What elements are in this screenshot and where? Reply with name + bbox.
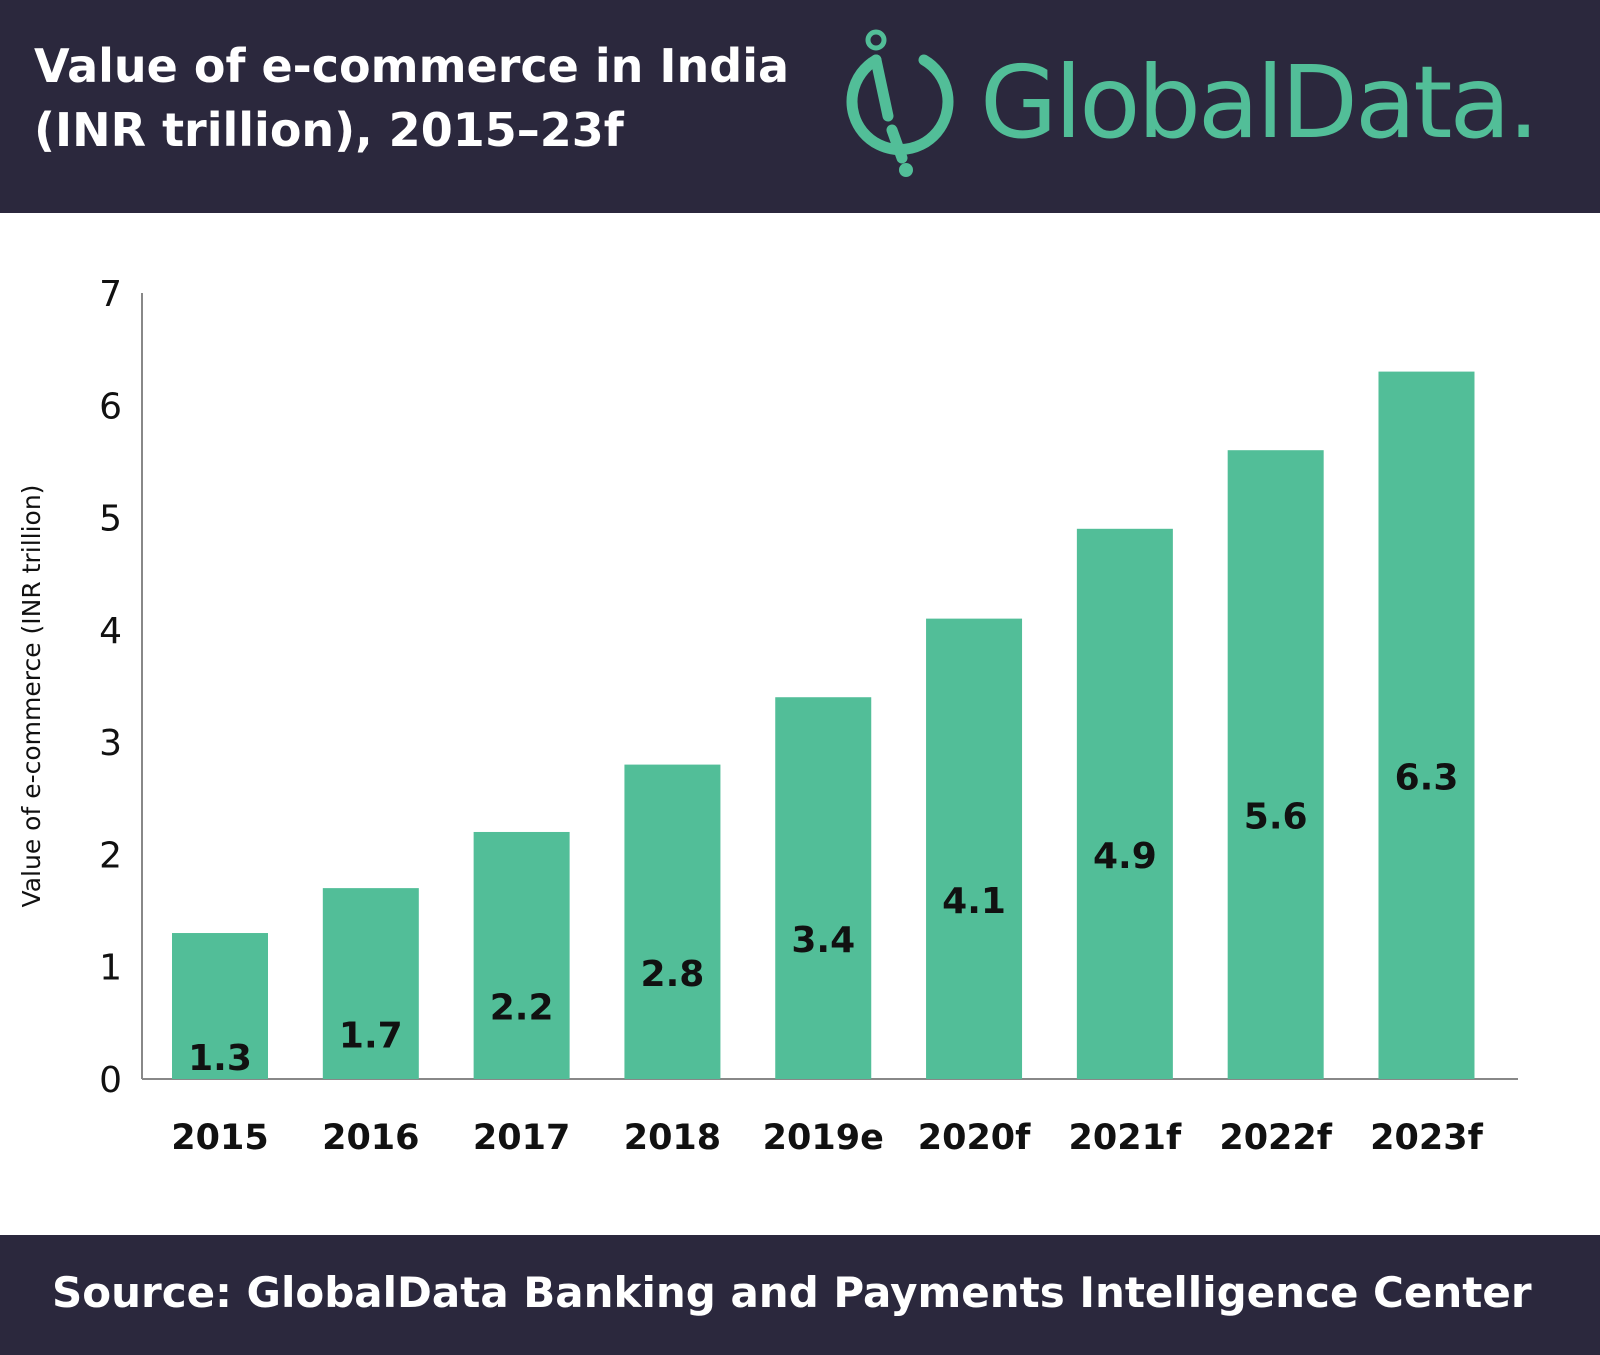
x-tick-label-2015: 2015 bbox=[171, 1118, 268, 1158]
bar-2016 bbox=[322, 888, 419, 1079]
y-tick-label: 6 bbox=[99, 386, 122, 427]
bar-2019e bbox=[775, 697, 872, 1079]
source-note: Source: GlobalData Banking and Payments … bbox=[52, 1268, 1532, 1317]
data-label-2018: 2.8 bbox=[641, 954, 705, 995]
bar-2018 bbox=[624, 764, 721, 1079]
bar-2020f bbox=[926, 618, 1023, 1079]
x-tick-label-2023f: 2023f bbox=[1370, 1118, 1483, 1158]
x-tick-label-2017: 2017 bbox=[473, 1118, 570, 1158]
x-tick-label-2021f: 2021f bbox=[1069, 1118, 1182, 1158]
bar-chart: 0 1 2 3 4 5 6 7 Value of e-commerce (INR trillio… bbox=[17, 274, 1518, 1158]
bar-2017 bbox=[473, 831, 570, 1079]
x-tick-label-2020f: 2020f bbox=[918, 1118, 1031, 1158]
y-axis-title: Value of e-commerce (INR trillion) bbox=[17, 485, 46, 908]
y-tick-label: 7 bbox=[99, 274, 122, 315]
y-tick-label: 1 bbox=[99, 948, 122, 989]
header-banner: Value of e-commerce in India (INR trilli… bbox=[0, 0, 1600, 213]
data-label-2019e: 3.4 bbox=[791, 920, 855, 961]
chart-title-line-1: Value of e-commerce in India bbox=[34, 39, 790, 93]
y-tick-label: 3 bbox=[99, 723, 122, 764]
y-tick-label: 5 bbox=[99, 499, 122, 540]
globaldata-logo-icon bbox=[846, 29, 954, 177]
bar-2022f bbox=[1227, 450, 1324, 1079]
x-tick-label-2019e: 2019e bbox=[763, 1118, 884, 1158]
x-tick-label-2018: 2018 bbox=[624, 1118, 721, 1158]
data-label-2020f: 4.1 bbox=[942, 881, 1006, 922]
data-label-2016: 1.7 bbox=[339, 1016, 403, 1057]
x-tick-label-2016: 2016 bbox=[322, 1118, 419, 1158]
x-tick-label-2022f: 2022f bbox=[1219, 1118, 1332, 1158]
bar-2021f bbox=[1076, 528, 1173, 1079]
y-tick-label: 4 bbox=[99, 611, 122, 652]
footer-banner: Source: GlobalData Banking and Payments … bbox=[0, 1235, 1600, 1355]
chart-title-line-2: (INR trillion), 2015–23f bbox=[34, 103, 624, 157]
data-label-2022f: 5.6 bbox=[1244, 797, 1308, 838]
data-label-2023f: 6.3 bbox=[1395, 757, 1459, 798]
chart-title: Value of e-commerce in India (INR trilli… bbox=[34, 34, 794, 162]
y-tick-label: 2 bbox=[99, 835, 122, 876]
bar-2015 bbox=[172, 933, 268, 1079]
y-tick-label: 0 bbox=[99, 1060, 122, 1101]
globaldata-logo: GlobalData. bbox=[830, 26, 1570, 186]
globaldata-logo-text: GlobalData. bbox=[980, 44, 1540, 161]
bar-2023f bbox=[1378, 371, 1475, 1080]
data-label-2021f: 4.9 bbox=[1093, 836, 1157, 877]
data-label-2015: 1.3 bbox=[188, 1038, 252, 1079]
data-label-2017: 2.2 bbox=[490, 987, 554, 1028]
